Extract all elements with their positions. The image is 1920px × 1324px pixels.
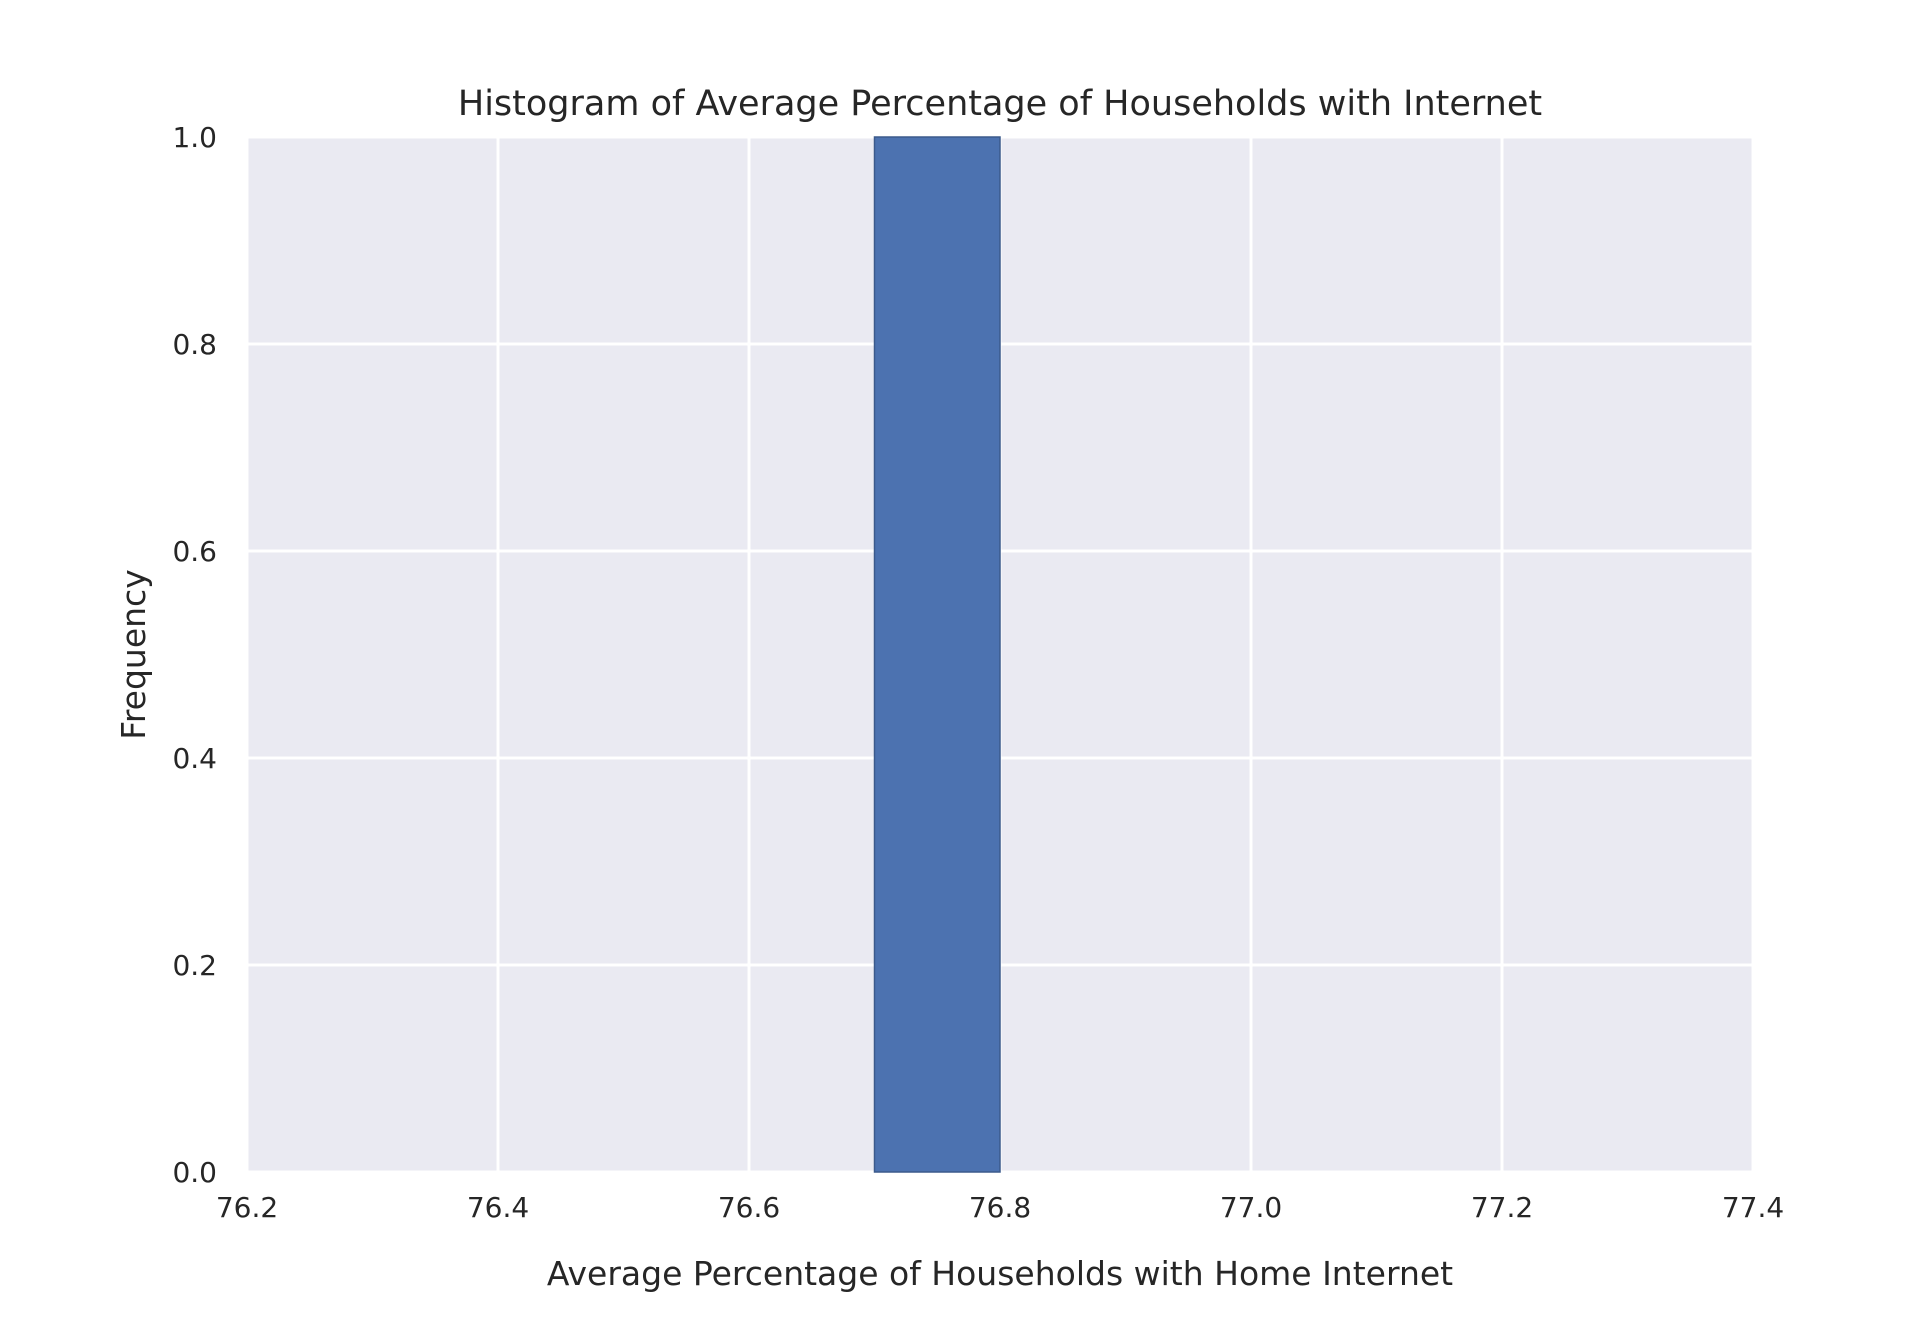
x-tick-labels: 76.2 76.4 76.6 76.8 77.0 77.2 77.4: [216, 1191, 1784, 1224]
histogram-bars: [873, 136, 1001, 1173]
y-tick-label: 0.6: [172, 535, 217, 568]
x-tick-label: 76.4: [467, 1191, 529, 1224]
y-tick-labels: 0.0 0.2 0.4 0.6 0.8 1.0: [172, 121, 217, 1189]
x-tick-label: 77.4: [1722, 1191, 1784, 1224]
histogram-bar: [873, 136, 1001, 1173]
y-tick-label: 0.2: [172, 949, 217, 982]
x-axis-label: Average Percentage of Households with Ho…: [547, 1254, 1453, 1293]
y-tick-label: 1.0: [172, 121, 217, 154]
y-tick-label: 0.0: [172, 1156, 217, 1189]
x-tick-label: 76.2: [216, 1191, 278, 1224]
x-tick-label: 77.0: [1220, 1191, 1282, 1224]
x-tick-label: 76.6: [718, 1191, 780, 1224]
chart-title: Histogram of Average Percentage of House…: [458, 84, 1542, 124]
y-axis-label: Frequency: [114, 569, 153, 739]
y-tick-label: 0.8: [172, 328, 217, 361]
y-tick-label: 0.4: [172, 742, 217, 775]
x-tick-label: 76.8: [969, 1191, 1031, 1224]
x-tick-label: 77.2: [1471, 1191, 1533, 1224]
